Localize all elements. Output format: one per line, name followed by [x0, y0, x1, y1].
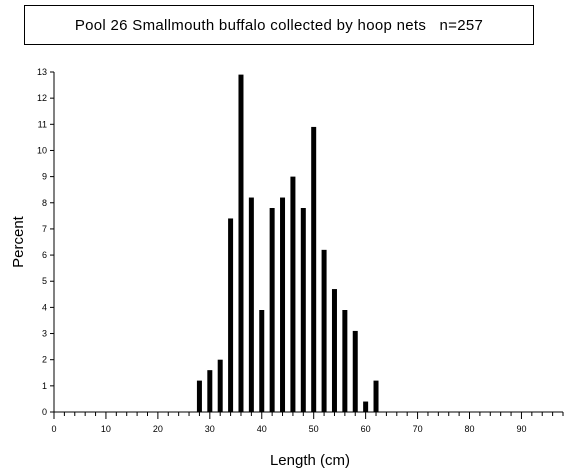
x-tick-label: 90: [516, 424, 526, 434]
y-tick-label: 11: [38, 119, 47, 129]
histogram-bar: [228, 218, 234, 412]
histogram-bar: [259, 310, 265, 412]
x-tick-label: 70: [413, 424, 423, 434]
y-tick-label: 6: [42, 250, 47, 260]
histogram-bar: [290, 176, 296, 412]
histogram-bar: [280, 197, 286, 412]
chart-title: Pool 26 Smallmouth buffalo collected by …: [74, 17, 484, 34]
y-tick-label: 3: [42, 329, 47, 339]
y-tick-label: 2: [42, 355, 47, 365]
histogram-bar: [207, 370, 213, 412]
histogram-bar: [373, 380, 379, 412]
x-tick-label: 10: [101, 424, 111, 434]
histogram-bar: [363, 401, 369, 412]
histogram-bar: [248, 197, 254, 412]
y-tick-label: 13: [37, 67, 47, 77]
histogram-bar: [311, 126, 317, 412]
axes: [53, 72, 563, 413]
y-tick-label: 7: [42, 224, 47, 234]
chart-title-box: Pool 26 Smallmouth buffalo collected by …: [24, 5, 534, 45]
histogram-bar: [269, 208, 275, 412]
x-tick-label: 40: [257, 424, 267, 434]
y-tick-label: 12: [37, 93, 47, 103]
histogram-bar: [331, 289, 337, 412]
bars: [196, 74, 379, 412]
x-tick-label: 80: [465, 424, 475, 434]
histogram-bar: [300, 208, 306, 412]
x-tick-label: 20: [153, 424, 163, 434]
y-tick-label: 0: [42, 407, 47, 417]
x-tick-label: 0: [51, 424, 56, 434]
histogram-bar: [321, 249, 327, 412]
x-tick-label: 30: [205, 424, 215, 434]
histogram-bar: [342, 310, 348, 412]
y-tick-label: 10: [37, 145, 47, 155]
x-tick-label: 50: [309, 424, 319, 434]
x-axis-label: Length (cm): [270, 452, 350, 469]
y-tick-label: 9: [42, 172, 47, 182]
x-tick-label: 60: [361, 424, 371, 434]
y-tick-label: 5: [42, 276, 47, 286]
histogram-bar: [238, 74, 244, 412]
histogram-bar: [217, 359, 223, 412]
y-tick-label: 8: [42, 198, 47, 208]
histogram-bar: [352, 330, 358, 412]
y-axis-label: Percent: [10, 215, 27, 268]
y-tick-label: 1: [42, 381, 47, 391]
histogram-bar: [196, 380, 202, 412]
y-tick-label: 4: [42, 302, 47, 312]
